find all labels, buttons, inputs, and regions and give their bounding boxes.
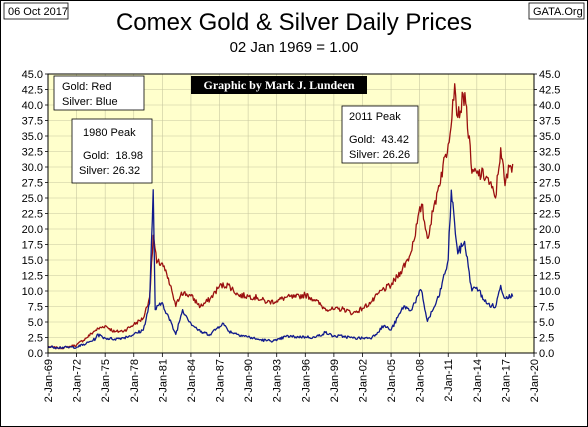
y-tick-label: 2.5 xyxy=(28,333,43,345)
x-tick-label: 2-Jan-14 xyxy=(472,359,484,402)
x-tick-label: 2-Jan-78 xyxy=(129,359,141,402)
y-tick-label-right: 7.5 xyxy=(539,302,554,314)
peak-2011-title: 2011 Peak xyxy=(349,111,401,123)
y-tick-label: 40.0 xyxy=(22,100,43,112)
y-tick-label-right: 40.0 xyxy=(539,100,560,112)
y-tick-label: 7.5 xyxy=(28,302,43,314)
y-tick-label: 35.0 xyxy=(22,131,43,143)
axis-ticks: 0.0 0.0 2.5 2.5 5.0 5.0 7.5 7.5 10.0 10.0 12.5 12.5… xyxy=(22,69,561,402)
date-label: 06 Oct 2017 xyxy=(8,6,68,18)
peak-2011-box xyxy=(341,105,419,164)
y-tick-label-right: 5.0 xyxy=(539,317,554,329)
peak-2011-gold: Gold: 43.42 xyxy=(349,134,409,146)
x-tick-label: 2-Jan-84 xyxy=(186,359,198,402)
legend-line-silver: Silver: Blue xyxy=(62,96,118,108)
x-tick-label: 2-Jan-99 xyxy=(329,359,341,402)
peak-1980-silver: Silver: 26.32 xyxy=(79,165,140,177)
y-tick-label-right: 20.0 xyxy=(539,224,560,236)
chart-title: Comex Gold & Silver Daily Prices xyxy=(116,9,472,36)
y-tick-label-right: 25.0 xyxy=(539,193,560,205)
peak-1980-title: 1980 Peak xyxy=(83,127,136,139)
y-tick-label-right: 30.0 xyxy=(539,162,560,174)
y-tick-label-right: 35.0 xyxy=(539,131,560,143)
y-tick-label-right: 37.5 xyxy=(539,116,560,128)
legend-box xyxy=(53,75,145,111)
peak-1980-box xyxy=(71,118,153,184)
legend-line-gold: Gold: Red xyxy=(62,81,112,93)
y-tick-label: 20.0 xyxy=(22,224,43,236)
series-line-gold xyxy=(47,83,514,350)
source-label: GATA.Org xyxy=(533,6,583,18)
y-tick-label-right: 22.5 xyxy=(539,209,560,221)
credit-text: Graphic by Mark J. Lundeen xyxy=(203,78,354,92)
y-tick-label: 25.0 xyxy=(22,193,43,205)
y-tick-label: 32.5 xyxy=(22,147,43,159)
peak-1980-gold: Gold: 18.98 xyxy=(83,150,143,162)
y-tick-label-right: 12.5 xyxy=(539,271,560,283)
y-tick-label: 42.5 xyxy=(22,85,43,97)
x-tick-label: 2-Jan-08 xyxy=(415,359,427,402)
y-tick-label-right: 27.5 xyxy=(539,178,560,190)
y-tick-label-right: 32.5 xyxy=(539,147,560,159)
x-tick-label: 2-Jan-69 xyxy=(43,359,55,402)
chart-subtitle: 02 Jan 1969 = 1.00 xyxy=(230,39,359,56)
y-tick-label: 17.5 xyxy=(22,240,43,252)
date-box xyxy=(3,2,69,20)
y-tick-label-right: 10.0 xyxy=(539,286,560,298)
y-tick-label-right: 42.5 xyxy=(539,85,560,97)
peak-2011-silver: Silver: 26.26 xyxy=(349,149,410,161)
y-tick-label: 37.5 xyxy=(22,116,43,128)
y-tick-label-right: 2.5 xyxy=(539,333,554,345)
x-tick-label: 2-Jan-72 xyxy=(72,359,84,402)
y-tick-label: 45.0 xyxy=(22,69,43,81)
y-tick-label: 22.5 xyxy=(22,209,43,221)
credit-banner xyxy=(191,76,367,94)
x-tick-label: 2-Jan-93 xyxy=(272,359,284,402)
x-tick-label: 2-Jan-75 xyxy=(100,359,112,402)
y-tick-label: 10.0 xyxy=(22,286,43,298)
x-tick-label: 2-Jan-87 xyxy=(215,359,227,402)
x-tick-label: 2-Jan-96 xyxy=(300,359,312,402)
y-tick-label: 0.0 xyxy=(28,348,43,360)
x-tick-label: 2-Jan-90 xyxy=(243,359,255,402)
y-tick-label: 30.0 xyxy=(22,162,43,174)
series-line-silver xyxy=(47,189,514,350)
x-tick-label: 2-Jan-17 xyxy=(500,359,512,402)
y-tick-label-right: 45.0 xyxy=(539,69,560,81)
source-box xyxy=(528,2,585,20)
x-tick-label: 2-Jan-11 xyxy=(443,359,455,402)
y-tick-label-right: 0.0 xyxy=(539,348,554,360)
y-tick-label: 5.0 xyxy=(28,317,43,329)
y-tick-label: 27.5 xyxy=(22,178,43,190)
y-tick-label-right: 17.5 xyxy=(539,240,560,252)
y-tick-label: 12.5 xyxy=(22,271,43,283)
x-tick-label: 2-Jan-02 xyxy=(357,359,369,402)
x-tick-label: 2-Jan-20 xyxy=(529,359,541,402)
x-tick-label: 2-Jan-81 xyxy=(157,359,169,402)
plot-border xyxy=(47,73,535,354)
y-tick-label: 15.0 xyxy=(22,255,43,267)
series-group xyxy=(47,83,514,350)
x-tick-label: 2-Jan-05 xyxy=(386,359,398,402)
y-tick-label-right: 15.0 xyxy=(539,255,560,267)
